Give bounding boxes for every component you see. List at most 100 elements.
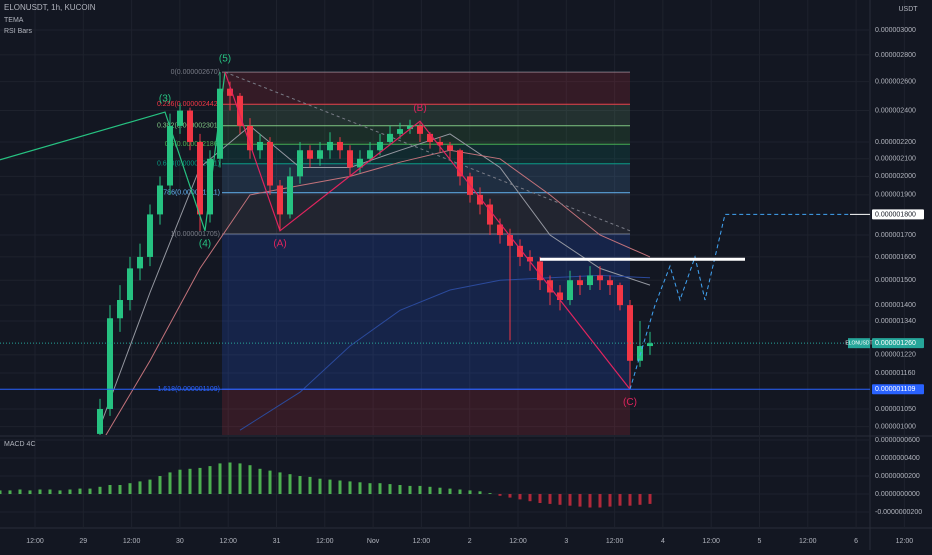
candle-body xyxy=(587,275,593,286)
candle-body xyxy=(567,280,573,301)
y-tick-label: 0.000001160 xyxy=(875,370,915,377)
macd-bar xyxy=(588,494,592,508)
price-marker-box xyxy=(872,209,924,220)
fib-zone xyxy=(222,144,630,164)
macd-bar xyxy=(438,487,442,494)
x-tick-label: 12:00 xyxy=(26,538,44,545)
wave-label: (B) xyxy=(413,103,426,114)
macd-tick-label: 0.0000000000 xyxy=(875,491,920,498)
candle-body xyxy=(427,133,433,142)
candle-body xyxy=(577,280,583,286)
macd-bar xyxy=(608,494,612,507)
y-tick-label: 0.000001340 xyxy=(875,318,916,325)
y-tick-label: 0.000001500 xyxy=(875,277,916,284)
macd-bar xyxy=(538,494,542,503)
macd-bar xyxy=(58,490,62,494)
candle-body xyxy=(527,256,533,262)
y-tick-label: 0.000002600 xyxy=(875,79,916,86)
macd-bar xyxy=(0,490,2,494)
fib-label: 1(0.000001705) xyxy=(171,231,220,238)
macd-bar xyxy=(458,489,462,494)
currency-label: USDT xyxy=(898,6,918,13)
x-tick-label: Nov xyxy=(367,538,380,545)
candle-body xyxy=(337,141,343,151)
wave-line xyxy=(224,71,631,390)
macd-bar xyxy=(8,490,12,494)
x-tick-label: 12:00 xyxy=(316,538,334,545)
candle-body xyxy=(317,150,323,159)
candle-body xyxy=(617,285,623,306)
candle-body xyxy=(477,194,483,205)
macd-bar xyxy=(328,479,332,494)
macd-bar xyxy=(108,485,112,494)
candle-body xyxy=(537,261,543,281)
y-tick-label: 0.000001000 xyxy=(875,423,916,430)
candle-body xyxy=(367,150,373,159)
macd-bar xyxy=(268,470,272,494)
macd-bar xyxy=(258,468,262,494)
candle-body xyxy=(127,268,133,301)
macd-bar xyxy=(388,484,392,494)
price-marker-label: 0.000001800 xyxy=(875,211,916,218)
candle-body xyxy=(177,110,183,126)
x-tick-label: 12:00 xyxy=(219,538,237,545)
macd-bar xyxy=(138,481,142,494)
x-tick-label: 2 xyxy=(468,538,472,545)
candle-body xyxy=(297,150,303,177)
x-tick-label: 12:00 xyxy=(509,538,527,545)
x-tick-label: 12:00 xyxy=(799,538,817,545)
macd-title: MACD 4C xyxy=(4,441,36,448)
macd-tick-label: 0.0000000400 xyxy=(875,455,920,462)
wave-label: (5) xyxy=(219,54,231,65)
x-tick-label: 12:00 xyxy=(606,538,624,545)
wave-label: (A) xyxy=(273,238,286,249)
y-tick-label: 0.000002000 xyxy=(875,173,916,180)
fib-label: 0.786(0.000001911) xyxy=(157,190,220,197)
price-marker-label: 0.000001109 xyxy=(875,386,915,393)
macd-bar xyxy=(208,466,212,494)
candle-body xyxy=(627,305,633,361)
x-tick-label: 12:00 xyxy=(123,538,141,545)
candle-body xyxy=(137,256,143,269)
macd-bar xyxy=(358,482,362,494)
x-tick-label: 12:00 xyxy=(702,538,720,545)
macd-bar xyxy=(248,465,252,494)
candle-body xyxy=(187,110,193,142)
fib-label: 0.5(0.000002186) xyxy=(165,141,220,148)
macd-bar xyxy=(198,467,202,494)
macd-bar xyxy=(448,488,452,494)
candle-body xyxy=(447,145,453,151)
candle-body xyxy=(227,88,233,96)
symbol-tag: ELONUSDT xyxy=(845,340,872,346)
candle-body xyxy=(557,292,563,301)
fib-zone xyxy=(222,72,630,105)
macd-bar xyxy=(578,494,582,507)
macd-bar xyxy=(298,476,302,494)
macd-bar xyxy=(558,494,562,505)
candle-body xyxy=(257,141,263,151)
macd-bar xyxy=(118,485,122,494)
macd-tick-label: 0.0000000200 xyxy=(875,473,920,480)
candle-body xyxy=(347,150,353,168)
candle-body xyxy=(197,141,203,215)
fib-zone xyxy=(222,125,630,145)
wave-label: (C) xyxy=(623,397,637,408)
macd-bar xyxy=(528,494,532,502)
macd-bar xyxy=(218,463,222,494)
candle-body xyxy=(117,300,123,319)
fib-label: 0.236(0.000002442) xyxy=(157,101,220,108)
candle-body xyxy=(437,141,443,146)
y-tick-label: 0.000001050 xyxy=(875,406,916,413)
macd-bar xyxy=(318,478,322,494)
fib-zone xyxy=(222,389,630,435)
candle-body xyxy=(357,158,363,168)
candle-body xyxy=(417,125,423,134)
chart-title: ELONUSDT, 1h, KUCOIN xyxy=(4,3,96,12)
candle-body xyxy=(517,245,523,257)
candle-body xyxy=(637,346,643,361)
candle-body xyxy=(597,275,603,281)
macd-bar xyxy=(648,494,652,504)
wave-label: (3) xyxy=(159,94,171,105)
candle-body xyxy=(247,125,253,151)
candle-body xyxy=(157,185,163,215)
